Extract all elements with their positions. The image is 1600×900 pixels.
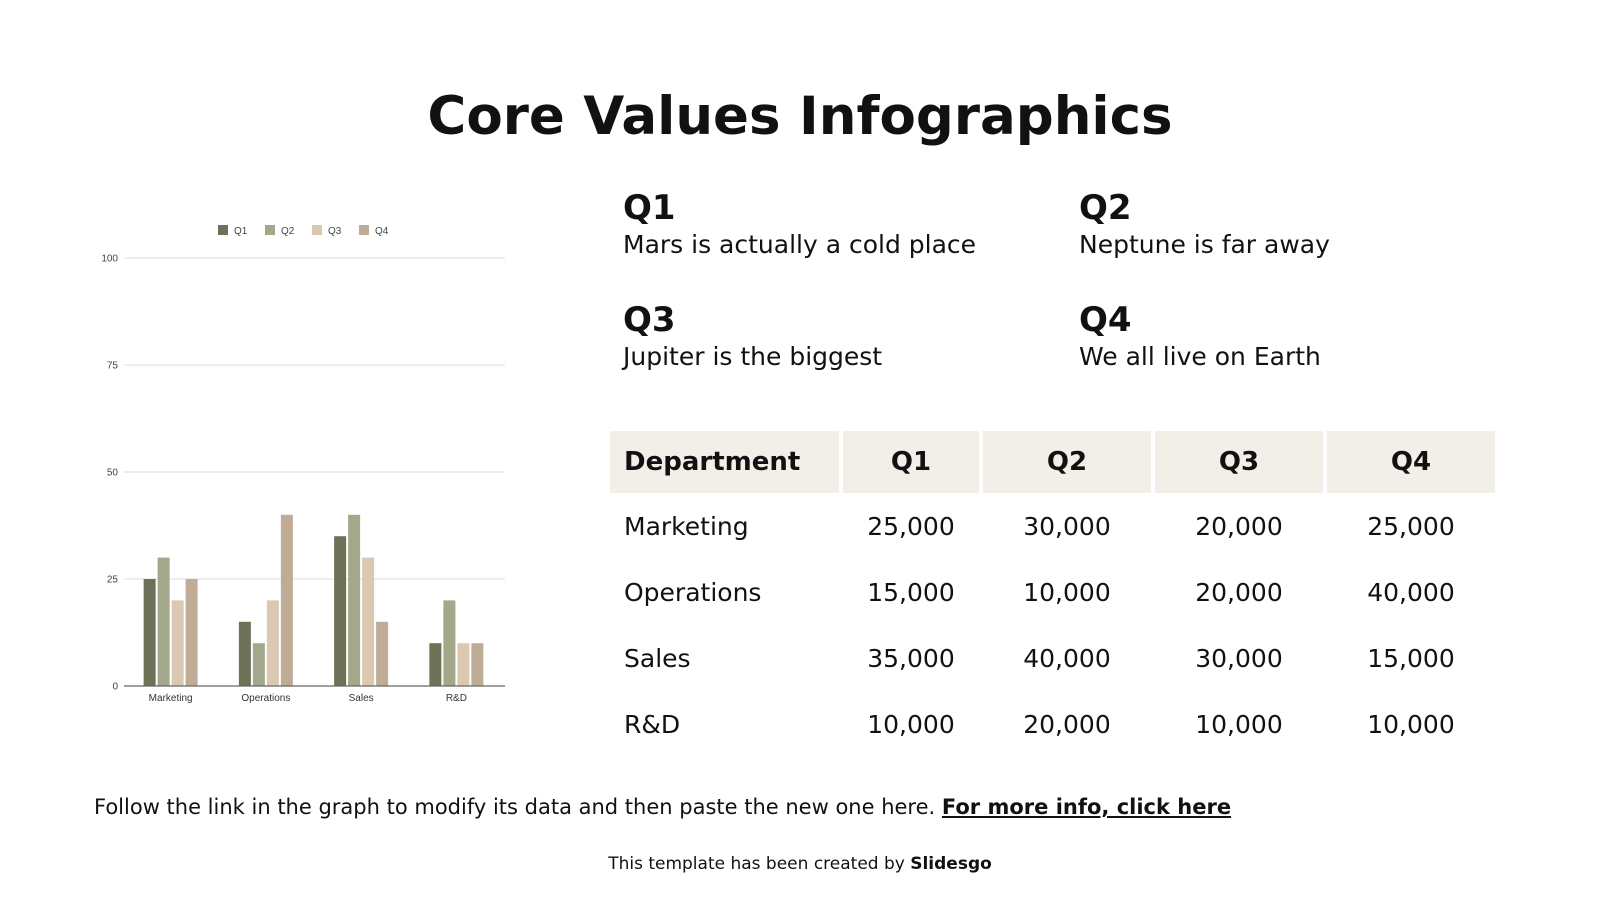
more-info-link[interactable]: For more info, click here	[941, 795, 1232, 819]
y-tick-label: 100	[101, 254, 118, 265]
header-cell: Q1	[843, 431, 979, 493]
bar-q2	[157, 557, 170, 686]
legend-label: Q2	[281, 226, 295, 237]
table-header-row: Department Q1 Q2 Q3 Q4	[610, 431, 1495, 493]
bar-q1	[238, 621, 251, 686]
page-title: Core Values Infographics	[427, 86, 1173, 147]
legend-swatch	[265, 225, 275, 235]
x-tick-label: Marketing	[149, 693, 193, 704]
table-cell: Sales	[624, 643, 691, 673]
table-cell: Marketing	[624, 511, 749, 541]
table-cell: 10,000	[1023, 577, 1111, 607]
bar-q2	[252, 643, 265, 686]
table-row: Sales 35,000 40,000 30,000 15,000	[610, 625, 1495, 691]
bar-q3	[362, 557, 375, 686]
credit: This template has been created by Slides…	[0, 854, 1600, 874]
bar-q3	[171, 600, 184, 686]
bar-q4	[376, 621, 389, 686]
quarter-text: Neptune is far away	[1079, 230, 1330, 259]
table-row: Marketing 25,000 30,000 20,000 25,000	[610, 493, 1495, 559]
bar-q3	[266, 600, 279, 686]
table-cell: 35,000	[867, 643, 955, 673]
footer-text: Follow the link in the graph to modify i…	[94, 795, 936, 819]
header-cell: Q4	[1327, 431, 1495, 493]
header-cell: Q3	[1155, 431, 1323, 493]
footer-note: Follow the link in the graph to modify i…	[94, 795, 1231, 819]
quarter-q3: Q3 Jupiter is the biggest	[623, 300, 882, 371]
table-cell: 10,000	[867, 709, 955, 739]
y-tick-label: 0	[112, 682, 118, 693]
header-cell: Department	[610, 431, 839, 493]
quarter-label: Q4	[1079, 300, 1132, 340]
bar-q3	[457, 643, 470, 686]
y-tick-label: 50	[107, 468, 119, 479]
legend-swatch	[312, 225, 322, 235]
table-row: Operations 15,000 10,000 20,000 40,000	[610, 559, 1495, 625]
table-cell: 15,000	[867, 577, 955, 607]
x-tick-label: R&D	[446, 693, 467, 704]
quarter-q1: Q1 Mars is actually a cold place	[623, 188, 976, 259]
table-cell: 15,000	[1367, 643, 1455, 673]
table-cell: 25,000	[867, 511, 955, 541]
table-cell: R&D	[624, 709, 681, 739]
legend-swatch	[218, 225, 228, 235]
table-cell: 20,000	[1195, 511, 1283, 541]
credit-text: This template has been created by	[608, 854, 905, 874]
bar-q1	[143, 579, 156, 686]
table-cell: 25,000	[1367, 511, 1455, 541]
table-cell: 40,000	[1367, 577, 1455, 607]
bar-q1	[334, 536, 347, 686]
table-cell: 10,000	[1195, 709, 1283, 739]
bar-q1	[429, 643, 442, 686]
table-cell: 30,000	[1195, 643, 1283, 673]
department-table: Department Q1 Q2 Q3 Q4 Marketing 25,000 30…	[606, 431, 1499, 757]
quarter-label: Q2	[1079, 188, 1132, 228]
table-cell: 30,000	[1023, 511, 1111, 541]
bar-q2	[443, 600, 456, 686]
table-cell: 20,000	[1023, 709, 1111, 739]
y-tick-label: 25	[107, 575, 119, 586]
table-cell: 20,000	[1195, 577, 1283, 607]
bar-q4	[471, 643, 484, 686]
table-cell: 40,000	[1023, 643, 1111, 673]
table-cell: Operations	[624, 577, 762, 607]
table-cell: 10,000	[1367, 709, 1455, 739]
bar-q4	[280, 514, 293, 686]
legend-label: Q1	[234, 226, 248, 237]
quarter-text: We all live on Earth	[1079, 342, 1321, 371]
legend-label: Q3	[328, 226, 342, 237]
quarter-label: Q1	[623, 188, 676, 228]
header-cell: Q2	[983, 431, 1151, 493]
quarter-q4: Q4 We all live on Earth	[1079, 300, 1321, 371]
quarter-q2: Q2 Neptune is far away	[1079, 188, 1330, 259]
x-tick-label: Sales	[349, 693, 374, 704]
table-row: R&D 10,000 20,000 10,000 10,000	[610, 691, 1495, 757]
legend-label: Q4	[375, 226, 389, 237]
y-tick-label: 75	[107, 361, 119, 372]
bar-q4	[185, 579, 198, 686]
quarter-text: Mars is actually a cold place	[623, 230, 977, 259]
quarter-label: Q3	[623, 300, 676, 340]
credit-brand: Slidesgo	[910, 854, 992, 874]
x-tick-label: Operations	[241, 693, 290, 704]
quarter-text: Jupiter is the biggest	[623, 342, 883, 371]
bar-chart: 0 25 50 75 100 Marketing Operations Sales R&D Q1 Q…	[101, 225, 505, 704]
bar-q2	[348, 514, 361, 686]
legend-swatch	[359, 225, 369, 235]
